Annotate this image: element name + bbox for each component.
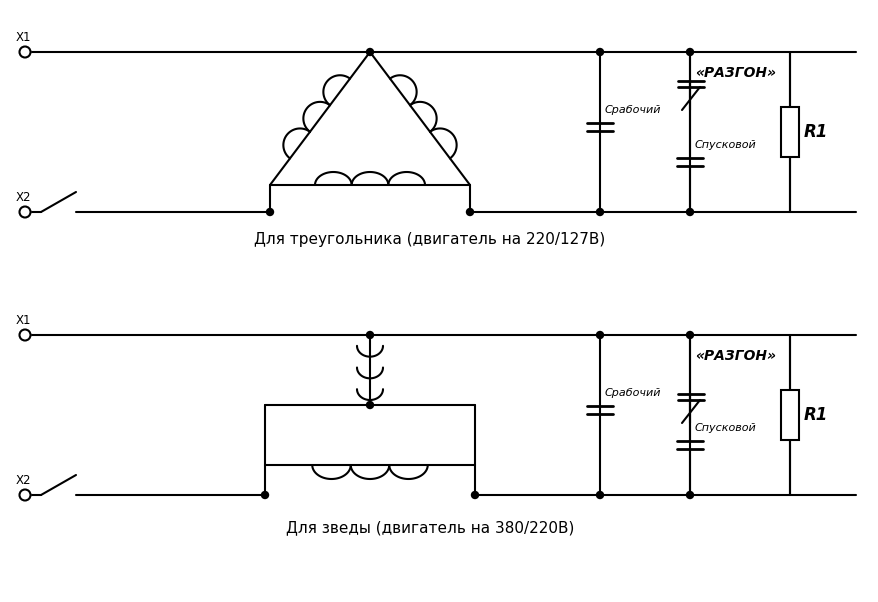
Text: X2: X2 (15, 191, 31, 204)
Text: X1: X1 (15, 314, 31, 327)
Circle shape (261, 491, 268, 498)
Circle shape (596, 49, 603, 55)
Circle shape (466, 208, 473, 216)
Circle shape (19, 206, 31, 217)
Text: Для зведы (двигатель на 380/220В): Для зведы (двигатель на 380/220В) (285, 520, 573, 535)
Circle shape (596, 208, 603, 216)
Text: «РАЗГОН»: «РАЗГОН» (694, 349, 775, 363)
Circle shape (686, 491, 693, 498)
Text: Срабочий: Срабочий (604, 105, 661, 115)
Circle shape (366, 332, 373, 338)
Circle shape (686, 208, 693, 216)
Circle shape (19, 489, 31, 500)
FancyBboxPatch shape (781, 107, 798, 157)
Circle shape (19, 46, 31, 58)
Text: X2: X2 (15, 474, 31, 487)
Text: Срабочий: Срабочий (604, 388, 661, 398)
Circle shape (366, 402, 373, 409)
Circle shape (596, 332, 603, 338)
Circle shape (471, 491, 478, 498)
Circle shape (686, 332, 693, 338)
Text: «РАЗГОН»: «РАЗГОН» (694, 66, 775, 80)
Text: X1: X1 (15, 31, 31, 44)
FancyBboxPatch shape (781, 390, 798, 440)
Text: R1: R1 (803, 123, 827, 141)
Text: Спусковой: Спусковой (694, 140, 756, 150)
Text: Для треугольника (двигатель на 220/127В): Для треугольника (двигатель на 220/127В) (254, 232, 605, 247)
Text: R1: R1 (803, 406, 827, 424)
Circle shape (686, 49, 693, 55)
Circle shape (596, 491, 603, 498)
Circle shape (366, 49, 373, 55)
Text: Спусковой: Спусковой (694, 423, 756, 433)
Circle shape (266, 208, 273, 216)
Circle shape (19, 329, 31, 341)
